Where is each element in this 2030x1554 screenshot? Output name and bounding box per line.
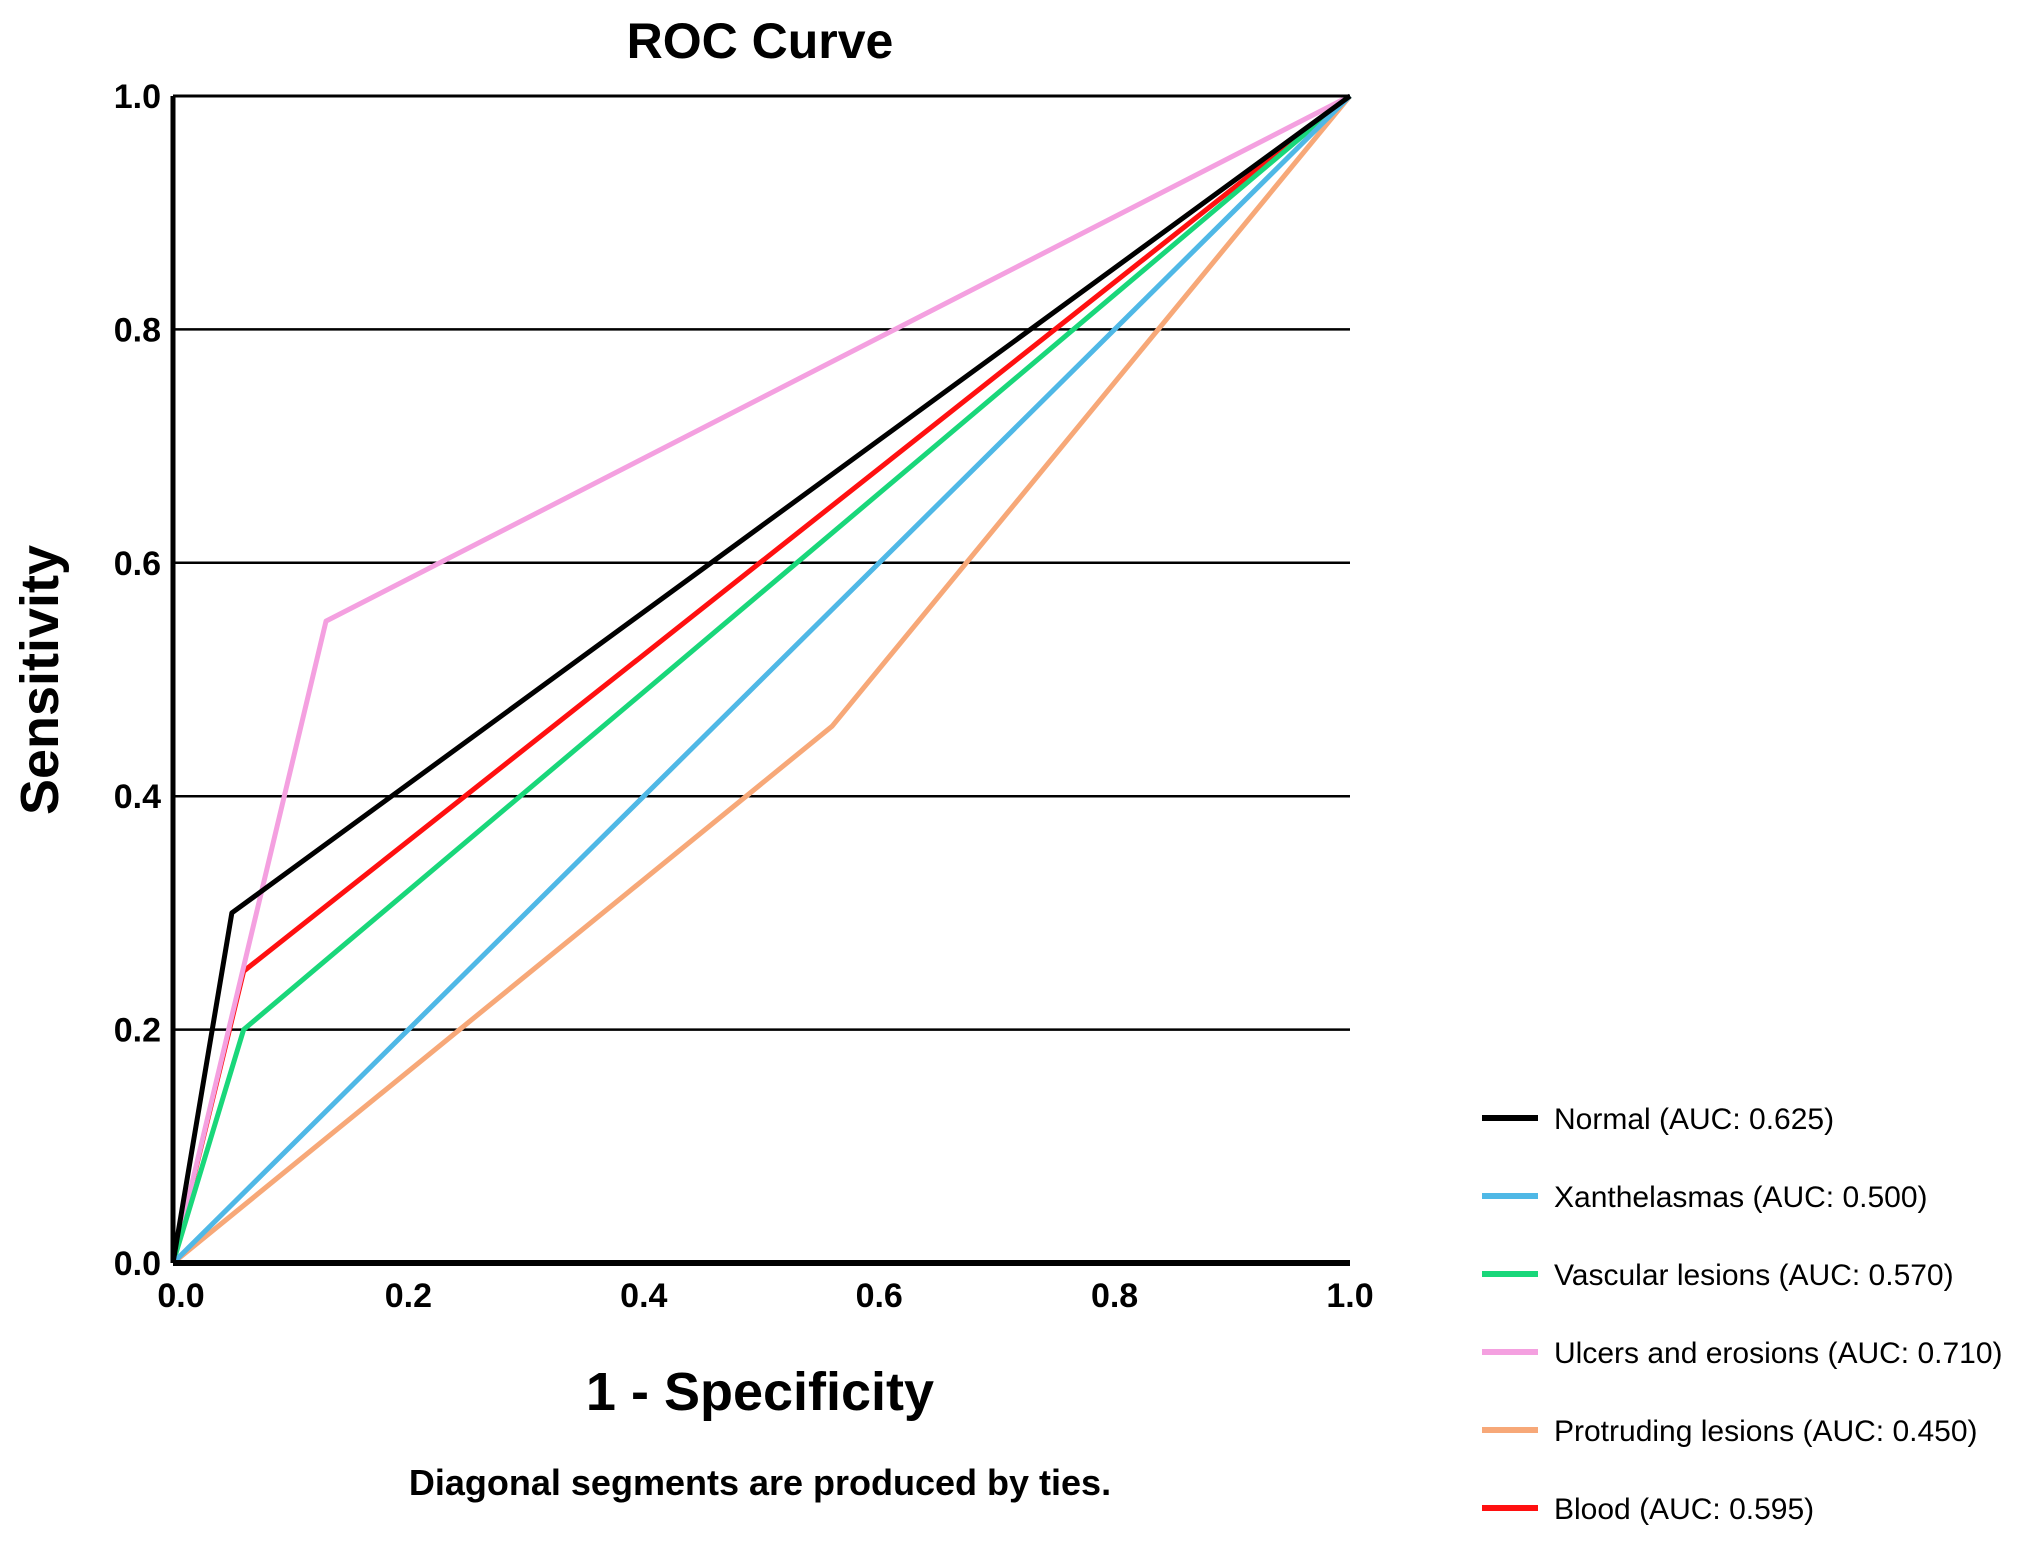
series-line-1 xyxy=(171,94,1352,1265)
x-tick-label-3: 0.6 xyxy=(856,1277,903,1315)
x-tick-label-4: 0.8 xyxy=(1091,1277,1138,1315)
x-tick-label-1: 0.2 xyxy=(385,1277,432,1315)
y-tick-label-2: 0.4 xyxy=(114,778,161,816)
legend-label-3: Ulcers and erosions (AUC: 0.710) xyxy=(1554,1337,2003,1370)
y-tick-label-1: 0.2 xyxy=(114,1012,161,1050)
y-tick-label-0: 0.0 xyxy=(114,1245,161,1283)
series-lines xyxy=(170,93,1352,1265)
series-line-0 xyxy=(170,93,1352,1264)
y-tick-label-5: 1.0 xyxy=(114,78,161,116)
series-line-4 xyxy=(171,94,1352,1265)
legend-label-5: Blood (AUC: 0.595) xyxy=(1554,1493,1814,1526)
x-tick-label-5: 1.0 xyxy=(1326,1277,1373,1315)
y-tick-labels: 0.0 0.2 0.4 0.6 0.8 1.0 xyxy=(114,78,161,1283)
x-axis-label: 1 - Specificity xyxy=(586,1362,934,1422)
ties-note: Diagonal segments are produced by ties. xyxy=(409,1462,1111,1503)
y-tick-label-3: 0.6 xyxy=(114,545,161,583)
x-tick-labels: 0.0 0.2 0.4 0.6 0.8 1.0 xyxy=(157,1277,1373,1315)
legend-label-0: Normal (AUC: 0.625) xyxy=(1554,1103,1834,1136)
y-tick-label-4: 0.8 xyxy=(114,311,161,349)
series-line-2 xyxy=(170,94,1352,1264)
x-tick-label-2: 0.4 xyxy=(620,1277,667,1315)
legend-label-2: Vascular lesions (AUC: 0.570) xyxy=(1554,1259,1954,1292)
y-axis-label: Sensitivity xyxy=(10,545,70,815)
series-line-3 xyxy=(170,93,1352,1264)
legend-label-1: Xanthelasmas (AUC: 0.500) xyxy=(1554,1181,1928,1214)
legend: Normal (AUC: 0.625) Xanthelasmas (AUC: 0.… xyxy=(1482,1103,2003,1526)
x-tick-label-0: 0.0 xyxy=(157,1277,204,1315)
legend-label-4: Protruding lesions (AUC: 0.450) xyxy=(1554,1415,1978,1448)
chart-title: ROC Curve xyxy=(627,13,894,69)
axes xyxy=(170,94,1350,1266)
